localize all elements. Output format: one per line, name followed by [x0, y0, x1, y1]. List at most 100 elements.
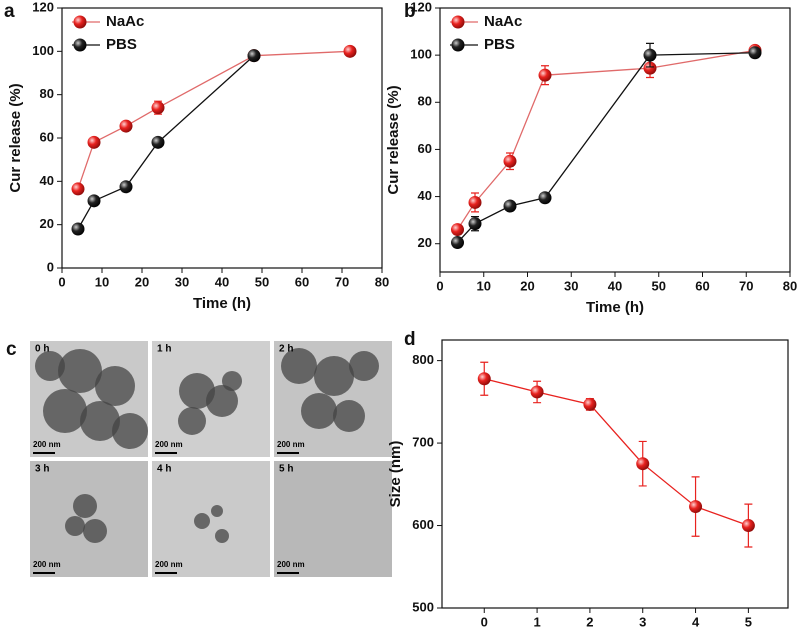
x-tick-label: 70 [739, 278, 753, 293]
marker [151, 101, 165, 115]
particle [83, 519, 107, 543]
y-tick-label: 120 [32, 0, 54, 14]
marker [741, 519, 755, 533]
marker [71, 222, 85, 236]
panel-label: b [404, 1, 416, 22]
marker [689, 500, 703, 514]
marker [151, 135, 165, 149]
marker [468, 195, 482, 209]
legend-label: NaAc [484, 13, 522, 30]
particle [73, 494, 97, 518]
x-tick-label: 20 [520, 278, 534, 293]
x-axis-title: Time (h) [193, 295, 251, 312]
y-tick-label: 60 [40, 129, 54, 144]
tem-image [274, 461, 392, 577]
marker [503, 154, 517, 168]
y-axis-title: Size (nm) [387, 441, 404, 508]
y-tick-label: 120 [410, 0, 432, 14]
y-tick-label: 100 [32, 43, 54, 58]
legend-marker [73, 15, 87, 29]
marker [643, 61, 657, 75]
legend-marker [451, 15, 465, 29]
legend-marker [451, 38, 465, 52]
marker [468, 217, 482, 231]
panel-label: d [404, 329, 416, 350]
y-tick-label: 60 [418, 141, 432, 156]
series-line [484, 378, 749, 527]
x-tick-label: 60 [295, 274, 309, 289]
marker [643, 48, 657, 62]
series-line [77, 50, 351, 190]
x-tick-label: 40 [215, 274, 229, 289]
time-label: 2 h [279, 344, 293, 355]
particle [95, 366, 135, 406]
marker [87, 135, 101, 149]
y-tick-label: 20 [418, 235, 432, 250]
marker [538, 68, 552, 82]
time-label: 3 h [35, 464, 49, 475]
scale-label: 200 nm [277, 440, 305, 449]
particle [58, 349, 102, 393]
scale-label: 200 nm [155, 440, 183, 449]
x-tick-label: 10 [95, 274, 109, 289]
tem-images: c 0 h 200 nm 1 h 200 nm 2 h 200 nm 3 h 200 nm 4 h… [6, 339, 392, 577]
series-line [456, 49, 756, 230]
tem-image [30, 461, 148, 577]
marker [477, 372, 491, 386]
marker [583, 397, 597, 411]
time-label: 0 h [35, 344, 49, 355]
y-tick-label: 40 [418, 188, 432, 203]
x-tick-label: 60 [695, 278, 709, 293]
x-tick-label: 4 [692, 614, 700, 629]
x-tick-label: 50 [652, 278, 666, 293]
x-tick-label: 80 [783, 278, 797, 293]
y-tick-label: 80 [40, 86, 54, 101]
legend-label: NaAc [106, 13, 144, 30]
time-label: 1 h [157, 344, 171, 355]
marker [451, 236, 464, 250]
y-tick-label: 600 [412, 517, 434, 532]
x-tick-label: 30 [564, 278, 578, 293]
particle [194, 513, 210, 529]
time-label: 5 h [279, 464, 293, 475]
series-line [77, 55, 255, 230]
marker [247, 49, 261, 63]
y-tick-label: 20 [40, 216, 54, 231]
particle [80, 401, 120, 441]
legend-marker [73, 38, 87, 52]
particle [211, 505, 223, 517]
marker [451, 223, 464, 237]
y-tick-label: 0 [47, 259, 54, 274]
particle [35, 351, 65, 381]
y-tick-label: 80 [418, 94, 432, 109]
x-axis-title: Time (h) [586, 299, 644, 316]
marker [343, 44, 357, 58]
marker [748, 46, 762, 60]
y-axis-title: Cur release (%) [7, 83, 24, 192]
particle [349, 351, 379, 381]
x-tick-label: 80 [375, 274, 389, 289]
marker [530, 385, 544, 399]
y-tick-label: 700 [412, 435, 434, 450]
y-tick-label: 800 [412, 352, 434, 367]
x-tick-label: 0 [58, 274, 65, 289]
x-tick-label: 5 [745, 614, 752, 629]
particle [314, 356, 354, 396]
particle [43, 389, 87, 433]
x-tick-label: 50 [255, 274, 269, 289]
particle [178, 407, 206, 435]
time-label: 4 h [157, 464, 171, 475]
plot-frame [441, 339, 789, 609]
legend-label: PBS [106, 36, 137, 53]
y-tick-label: 100 [410, 47, 432, 62]
scale-label: 200 nm [33, 560, 61, 569]
marker [503, 199, 517, 213]
legend-label: PBS [484, 36, 515, 53]
scale-label: 200 nm [155, 560, 183, 569]
x-tick-label: 30 [175, 274, 189, 289]
particle [179, 373, 215, 409]
x-tick-label: 40 [608, 278, 622, 293]
particle [65, 516, 85, 536]
marker [119, 180, 133, 194]
